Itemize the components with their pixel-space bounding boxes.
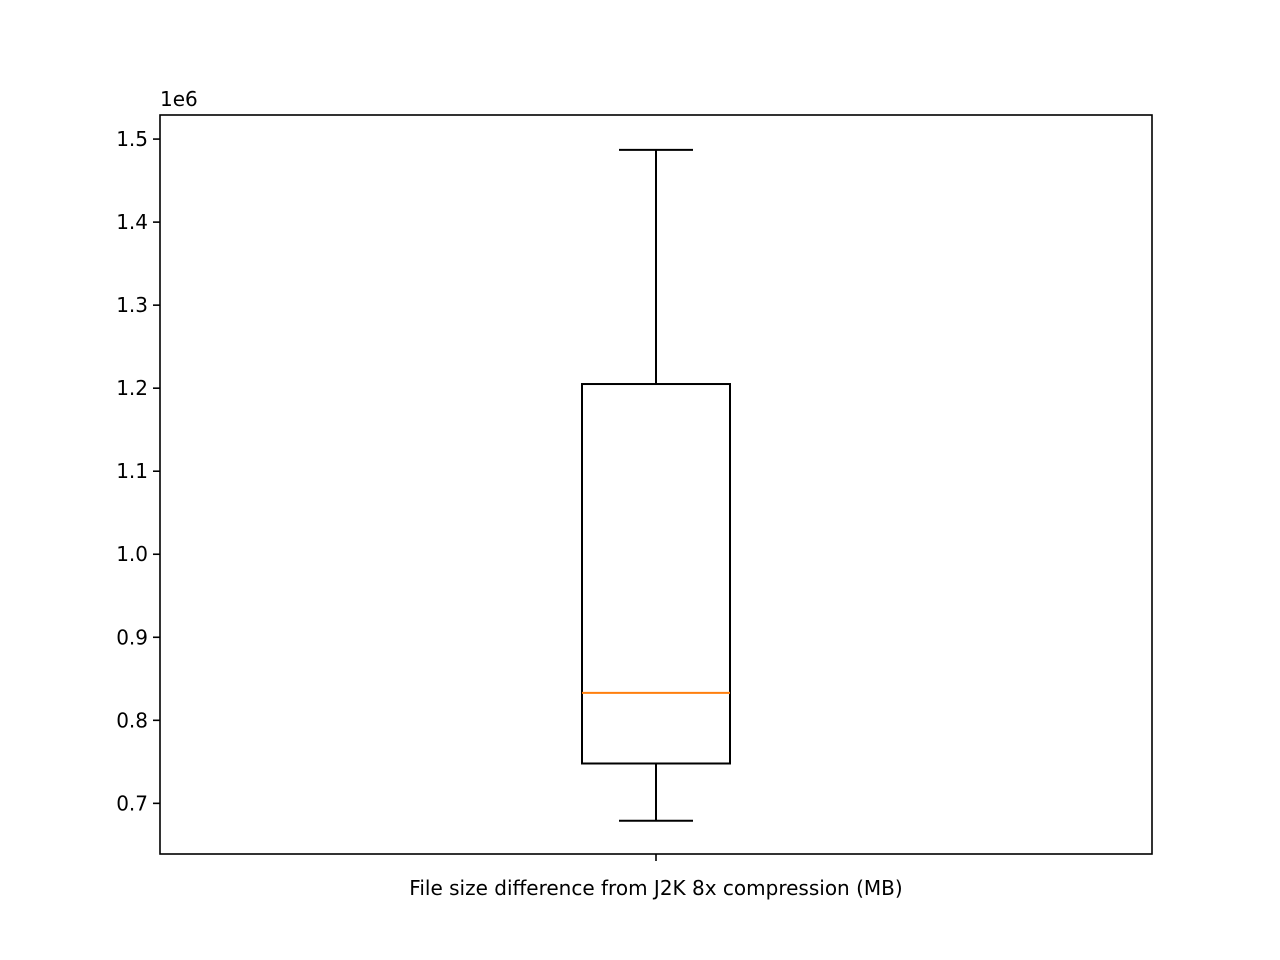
y-tick-label: 0.8 xyxy=(116,708,148,732)
y-tick-label: 1.5 xyxy=(116,127,148,151)
y-tick-label: 1.2 xyxy=(116,376,148,400)
x-tick-label: File size difference from J2K 8x compres… xyxy=(409,876,902,900)
y-tick-label: 0.7 xyxy=(116,791,148,815)
x-axis: File size difference from J2K 8x compres… xyxy=(409,854,903,900)
box-iqr xyxy=(581,383,731,765)
plot-marks xyxy=(581,148,731,822)
y-tick-label: 0.9 xyxy=(116,625,148,649)
y-tick-label: 1.3 xyxy=(116,293,148,317)
y-tick-label: 1.0 xyxy=(116,542,148,566)
y-tick-label: 1.1 xyxy=(116,459,148,483)
y-tick-label: 1.4 xyxy=(116,210,148,234)
y-axis-offset-label: 1e6 xyxy=(160,87,198,111)
plot-frame xyxy=(159,114,1153,855)
y-axis: 0.7 0.8 0.9 1.0 1.1 1.2 1.3 1.4 1.5 xyxy=(116,127,160,815)
